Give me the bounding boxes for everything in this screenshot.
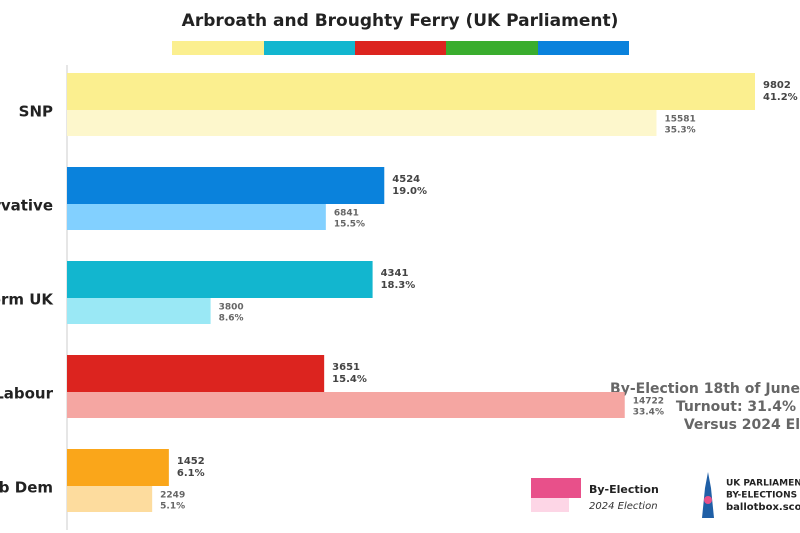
bar (67, 449, 169, 486)
value-label: 18.3% (381, 280, 416, 291)
bar (67, 355, 325, 392)
value-label: 5.1% (160, 502, 185, 512)
category-label: form UK (0, 291, 54, 309)
bar (67, 486, 153, 512)
logo-text: UK PARLIAMENT (726, 479, 800, 489)
category-label: SNP (19, 103, 53, 121)
annotation: By-Election 18th of June (610, 381, 800, 397)
bar (67, 204, 326, 230)
bar (67, 110, 657, 136)
value-label: 15.4% (332, 374, 367, 385)
bar (67, 392, 625, 418)
legend-swatch (531, 478, 581, 498)
logo-text: ballotbox.scot (726, 502, 800, 513)
legend-swatch (531, 498, 569, 512)
vote-label: 3800 (219, 303, 244, 313)
legend-label: 2024 Election (589, 501, 658, 512)
title-stripe (172, 41, 629, 55)
vote-label: 3651 (332, 362, 360, 373)
annotation: Turnout: 31.4% (676, 399, 796, 415)
category-label: servative (0, 197, 53, 215)
logo-text: BY-ELECTIONS (726, 491, 797, 501)
value-label: 6.1% (177, 468, 205, 479)
value-label: 35.3% (664, 126, 695, 136)
bar (67, 167, 385, 204)
vote-label: 6841 (334, 209, 359, 219)
chart-title: Arbroath and Broughty Ferry (UK Parliame… (182, 11, 619, 31)
vote-label: 15581 (664, 115, 695, 125)
category-label: Lib Dem (0, 479, 53, 497)
bar (67, 298, 211, 324)
vote-label: 1452 (177, 456, 205, 467)
value-label: 41.2% (763, 92, 798, 103)
value-label: 33.4% (633, 408, 664, 418)
legend-label: By-Election (589, 483, 659, 496)
category-label: Labour (0, 385, 54, 403)
vote-label: 4341 (381, 268, 409, 279)
logo: UK PARLIAMENT BY-ELECTIONS ballotbox.sco… (702, 472, 800, 518)
bar (67, 73, 755, 110)
vote-label: 4524 (392, 174, 420, 185)
bar (67, 261, 373, 298)
value-label: 15.5% (334, 220, 365, 230)
value-label: 8.6% (219, 314, 244, 324)
annotation: Versus 2024 El (684, 417, 800, 433)
value-label: 19.0% (392, 186, 427, 197)
vote-label: 2249 (160, 491, 185, 501)
vote-label: 14722 (633, 397, 664, 407)
vote-label: 9802 (763, 80, 791, 91)
